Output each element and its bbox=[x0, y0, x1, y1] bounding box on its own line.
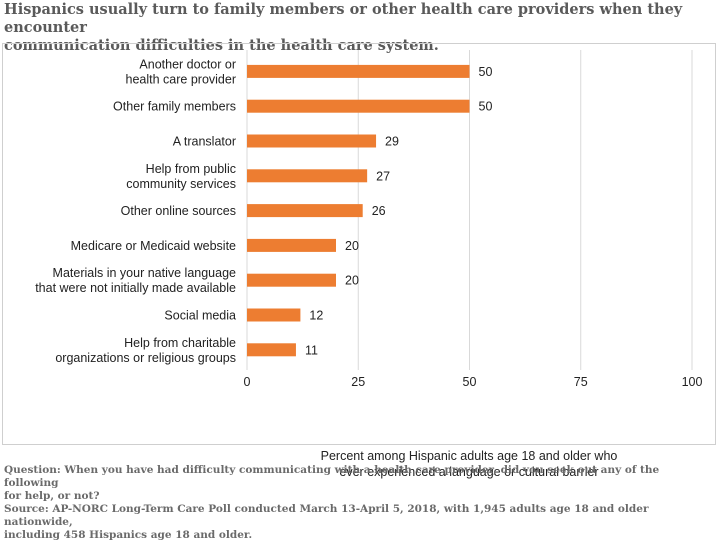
category-label-6-line-1: Materials in your native language bbox=[53, 266, 236, 280]
bar-8 bbox=[247, 343, 296, 357]
x-tick-label-25: 25 bbox=[351, 375, 365, 389]
category-label-0-line-2: health care provider bbox=[126, 72, 236, 86]
x-axis-title-line-1: Percent among Hispanic adults age 18 and… bbox=[320, 449, 618, 463]
category-label-5-line-1: Medicare or Medicaid website bbox=[71, 239, 236, 253]
x-tick-label-100: 100 bbox=[682, 375, 703, 389]
data-label-3: 27 bbox=[376, 169, 390, 183]
bar-5 bbox=[247, 238, 336, 252]
bar-4 bbox=[247, 204, 363, 218]
category-label-4-line-1: Other online sources bbox=[121, 204, 236, 218]
x-tick-label-50: 50 bbox=[463, 375, 477, 389]
category-label-8-line-1: Help from charitable bbox=[124, 336, 236, 350]
category-label-2-line-1: A translator bbox=[173, 135, 236, 149]
x-tick-label-0: 0 bbox=[244, 375, 251, 389]
data-label-8: 11 bbox=[305, 343, 318, 357]
bar-0 bbox=[247, 64, 470, 78]
category-label-6-line-2: that were not initially made available bbox=[35, 281, 236, 295]
category-label-3-line-1: Help from public bbox=[146, 162, 236, 176]
category-label-7-line-1: Social media bbox=[164, 309, 236, 323]
bar-7 bbox=[247, 308, 301, 322]
bar-6 bbox=[247, 273, 336, 287]
data-label-7: 12 bbox=[309, 309, 323, 323]
x-tick-label-75: 75 bbox=[574, 375, 588, 389]
data-label-0: 50 bbox=[479, 65, 493, 79]
data-label-1: 50 bbox=[479, 100, 493, 114]
category-label-1-line-1: Other family members bbox=[113, 100, 236, 114]
chart-title-line-2: communication difficulties in the health… bbox=[4, 37, 439, 54]
question-note-line-2: for help, or not? bbox=[4, 490, 100, 502]
category-label-8-line-2: organizations or religious groups bbox=[55, 351, 236, 365]
x-axis-title: Percent among Hispanic adults age 18 and… bbox=[295, 448, 643, 480]
bar-1 bbox=[247, 99, 470, 113]
bar-2 bbox=[247, 134, 377, 148]
x-axis-title-line-2: ever experienced a language or cultural … bbox=[339, 465, 599, 479]
source-note-line-2: including 458 Hispanics age 18 and older… bbox=[4, 529, 253, 541]
chart-title: Hispanics usually turn to family members… bbox=[4, 1, 714, 55]
category-label-0-line-1: Another doctor or bbox=[139, 57, 236, 71]
question-note-line-1: Question: When you have had difficulty c… bbox=[4, 464, 660, 489]
chart-title-line-1: Hispanics usually turn to family members… bbox=[4, 1, 683, 36]
bar-3 bbox=[247, 169, 368, 183]
source-note-line-1: Source: AP-NORC Long-Term Care Poll cond… bbox=[4, 503, 649, 528]
data-label-2: 29 bbox=[385, 135, 399, 149]
chart-footer: Question: When you have had difficulty c… bbox=[4, 464, 716, 542]
data-label-5: 20 bbox=[345, 239, 359, 253]
data-label-4: 26 bbox=[372, 204, 386, 218]
data-label-6: 20 bbox=[345, 274, 359, 288]
category-label-3-line-2: community services bbox=[126, 177, 236, 191]
chart-frame: Another doctor or health care provider 50 O… bbox=[2, 43, 716, 479]
